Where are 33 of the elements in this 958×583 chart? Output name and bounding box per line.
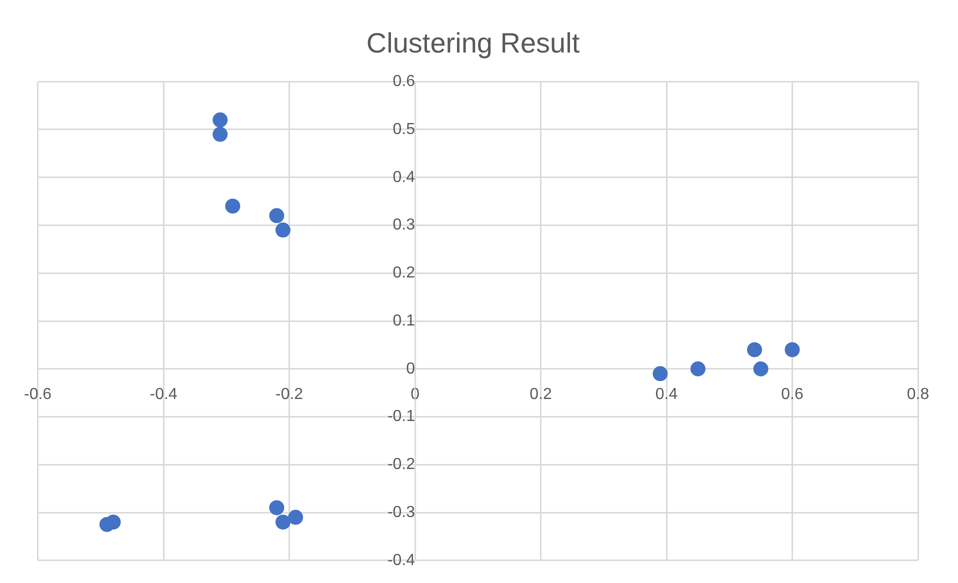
point	[225, 198, 240, 214]
point	[275, 514, 290, 530]
x-tick-label: -0.4	[150, 386, 178, 403]
y-tick-label: -0.3	[387, 504, 416, 521]
y-tick-label: 0.2	[392, 264, 416, 282]
y-tick-label: 0.5	[392, 120, 416, 138]
point	[269, 500, 284, 516]
point	[288, 510, 304, 525]
point	[212, 126, 228, 142]
y-tick-label: 0.4	[392, 168, 416, 186]
y-tick-label: -0.2	[387, 456, 416, 474]
chart-title: Clustering Result	[366, 28, 580, 59]
point	[652, 366, 668, 382]
x-tick-label: 0.2	[530, 386, 552, 403]
x-tick-label: 0.8	[906, 386, 930, 403]
point	[275, 222, 290, 238]
y-tick-label: -0.1	[387, 408, 416, 426]
y-tick-label: 0	[406, 360, 416, 378]
x-tick-label: -0.6	[24, 386, 52, 403]
y-tick-label: 0.1	[392, 312, 416, 330]
x-tick-label: 0.6	[781, 386, 804, 403]
point	[784, 342, 800, 358]
point	[106, 514, 121, 530]
point	[747, 342, 762, 358]
x-tick-label: 0.4	[655, 386, 678, 403]
y-tick-label: -0.4	[387, 552, 416, 569]
y-tick-label: 0.3	[392, 216, 416, 234]
point	[690, 361, 706, 376]
point	[212, 112, 228, 128]
y-tick-label: 0.6	[392, 73, 416, 90]
point	[269, 208, 284, 224]
x-tick-label: -0.2	[275, 386, 304, 403]
point	[753, 361, 768, 376]
